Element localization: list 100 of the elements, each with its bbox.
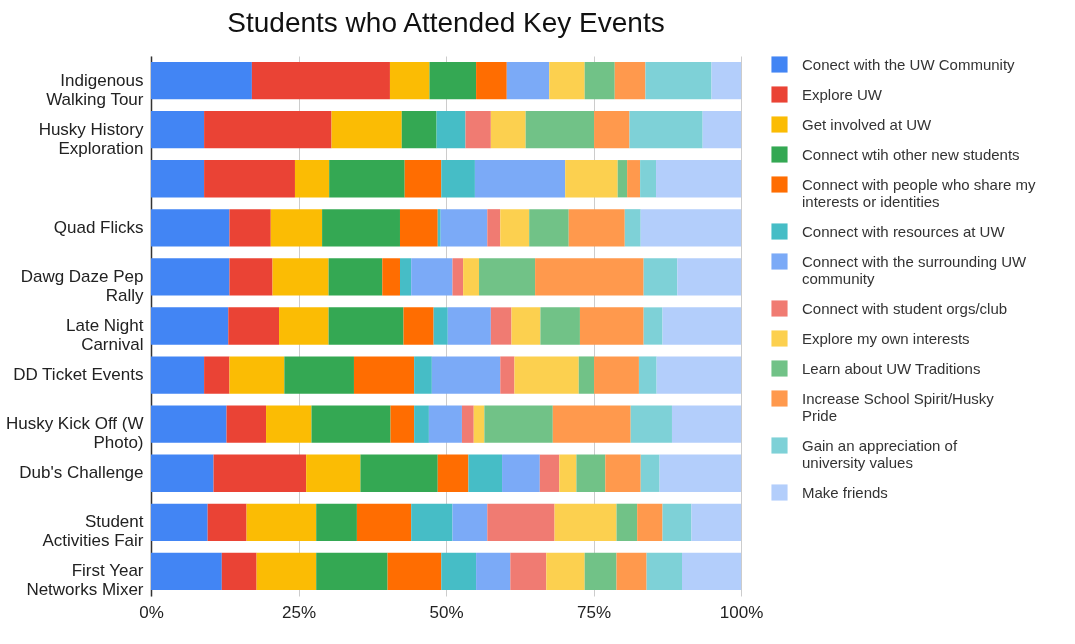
- bar: [256, 552, 317, 591]
- bar: [414, 356, 432, 394]
- legend-label: Connect with resources at UW: [802, 222, 1006, 240]
- bar: [213, 454, 307, 492]
- bar: [627, 160, 641, 198]
- bar: [565, 160, 618, 198]
- bar: [411, 258, 453, 296]
- bar: [229, 356, 285, 394]
- bar: [316, 503, 357, 542]
- bar: [559, 454, 577, 492]
- bar: [437, 454, 469, 492]
- legend-label: Connect wtih other new students: [802, 145, 1020, 163]
- bar: [151, 405, 227, 443]
- bar: [645, 61, 712, 100]
- bar: [151, 454, 214, 492]
- bar: [151, 552, 222, 591]
- bar: [584, 61, 615, 100]
- bar: [428, 405, 462, 443]
- x-tick-label: 50%: [429, 602, 464, 622]
- bar: [151, 61, 252, 100]
- bar: [463, 258, 480, 296]
- bar: [659, 454, 741, 492]
- bar: [474, 160, 566, 198]
- legend-label: Explore UW: [802, 85, 883, 103]
- bar: [490, 110, 526, 149]
- bar: [353, 356, 415, 394]
- bar: [403, 307, 434, 345]
- bar: [616, 503, 638, 542]
- y-tick-label: Husky Kick Off (W Photo): [5, 414, 144, 453]
- bar: [479, 258, 536, 296]
- bar: [605, 454, 641, 492]
- bar: [328, 307, 404, 345]
- bar: [510, 552, 547, 591]
- bar: [578, 356, 595, 394]
- bar: [447, 307, 491, 345]
- bar: [465, 110, 491, 149]
- bar: [502, 454, 540, 492]
- chart-title: Students who Attended Key Events: [227, 7, 665, 38]
- bar: [646, 552, 682, 591]
- bar: [662, 503, 692, 542]
- legend-label: Connect with the surrounding UW community: [802, 252, 1028, 287]
- bar: [411, 503, 453, 542]
- bar: [552, 405, 631, 443]
- legend-label: Learn about UW Traditions: [802, 359, 981, 377]
- bar: [539, 454, 560, 492]
- bar: [554, 503, 617, 542]
- bar: [702, 110, 741, 149]
- bar: [436, 110, 466, 149]
- bar: [440, 209, 488, 247]
- bar: [441, 552, 477, 591]
- bar: [204, 160, 295, 198]
- bar: [306, 454, 361, 492]
- bar: [399, 209, 438, 247]
- bar: [452, 258, 464, 296]
- bar: [360, 454, 438, 492]
- bar: [506, 61, 550, 100]
- bar: [468, 454, 503, 492]
- bar: [387, 552, 442, 591]
- legend-label: Gain an appreciation of university values: [802, 436, 958, 471]
- bar: [594, 110, 630, 149]
- bar: [640, 454, 660, 492]
- bar: [390, 405, 415, 443]
- bar: [490, 307, 512, 345]
- bar: [311, 405, 391, 443]
- bar: [614, 61, 646, 100]
- bar: [656, 356, 741, 394]
- bar: [452, 503, 488, 542]
- bar: [414, 405, 429, 443]
- bar: [594, 356, 639, 394]
- bar: [151, 307, 229, 345]
- bar: [473, 405, 485, 443]
- bar: [151, 503, 208, 542]
- bar: [476, 552, 511, 591]
- bar: [617, 160, 628, 198]
- x-tick-label: 25%: [281, 602, 317, 622]
- bar: [401, 110, 437, 149]
- bar: [671, 405, 741, 443]
- bar: [151, 110, 205, 149]
- bar: [500, 209, 530, 247]
- bar: [461, 405, 474, 443]
- bar: [677, 258, 741, 296]
- bar: [328, 258, 383, 296]
- bar: [279, 307, 329, 345]
- bar: [246, 503, 317, 542]
- bar: [624, 209, 641, 247]
- bar: [514, 356, 579, 394]
- bar: [382, 258, 400, 296]
- bar: [484, 405, 553, 443]
- bar: [616, 552, 647, 591]
- bar: [487, 209, 501, 247]
- bar: [637, 503, 663, 542]
- y-tick-label: Quad Flicks: [53, 217, 144, 237]
- bar: [404, 160, 442, 198]
- bar: [229, 209, 271, 247]
- bar: [284, 356, 354, 394]
- bar: [389, 61, 430, 100]
- bar: [662, 307, 741, 345]
- bar: [204, 356, 230, 394]
- bar: [630, 405, 672, 443]
- bar: [441, 160, 475, 198]
